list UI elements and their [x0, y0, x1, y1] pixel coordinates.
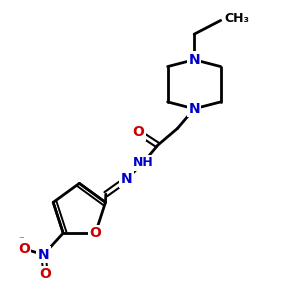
Text: O: O	[132, 125, 144, 139]
Text: NH: NH	[133, 156, 154, 169]
Text: N: N	[121, 172, 132, 186]
Text: ⁻: ⁻	[18, 235, 24, 245]
Text: N: N	[38, 248, 50, 262]
Text: N: N	[188, 102, 200, 116]
Text: O: O	[18, 242, 30, 256]
Text: O: O	[89, 226, 101, 240]
Text: O: O	[40, 267, 52, 281]
Text: CH₃: CH₃	[225, 12, 250, 25]
Text: N: N	[188, 53, 200, 67]
